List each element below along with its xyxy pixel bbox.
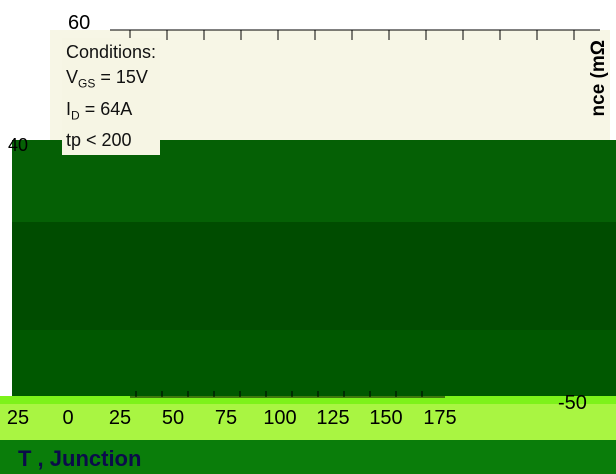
x-tick-label: 50 — [162, 407, 184, 429]
extra-tick-label: -50 — [558, 392, 587, 414]
x-tick-label: 25 — [109, 407, 131, 429]
plot-band-low — [12, 330, 616, 396]
y-tick-label-40: 40 — [8, 135, 29, 155]
x-tick-label: 150 — [369, 407, 402, 429]
x-tick-label: 125 — [316, 407, 349, 429]
x-tick-label: 175 — [423, 407, 456, 429]
x-axis-label: T , Junction — [18, 446, 142, 471]
x-tick-labels: 25 0 25 50 75 100 125 150 175 — [7, 407, 457, 429]
x-tick-label: 25 — [7, 407, 29, 429]
plot-band-mid — [12, 222, 616, 332]
conditions-title: Conditions: — [66, 42, 157, 62]
x-tick-label: 0 — [62, 407, 73, 429]
x-axis-ticks — [135, 391, 423, 397]
condition-tp: tp < 200 — [66, 130, 132, 151]
condition-id: ID = 64A — [66, 98, 133, 123]
x-tick-label: 75 — [215, 407, 237, 429]
x-tick-label: 100 — [263, 407, 296, 429]
bottom-band-green — [0, 440, 616, 474]
y-tick-label-60: 60 — [68, 12, 91, 34]
conditions-annotation: Conditions: VGS = 15V ID = 64A tp < 200 — [62, 38, 161, 156]
bottom-band-lime — [0, 404, 616, 444]
condition-vgs: VGS = 15V — [66, 67, 148, 91]
y-axis-label: nce (mΩ — [588, 40, 609, 117]
